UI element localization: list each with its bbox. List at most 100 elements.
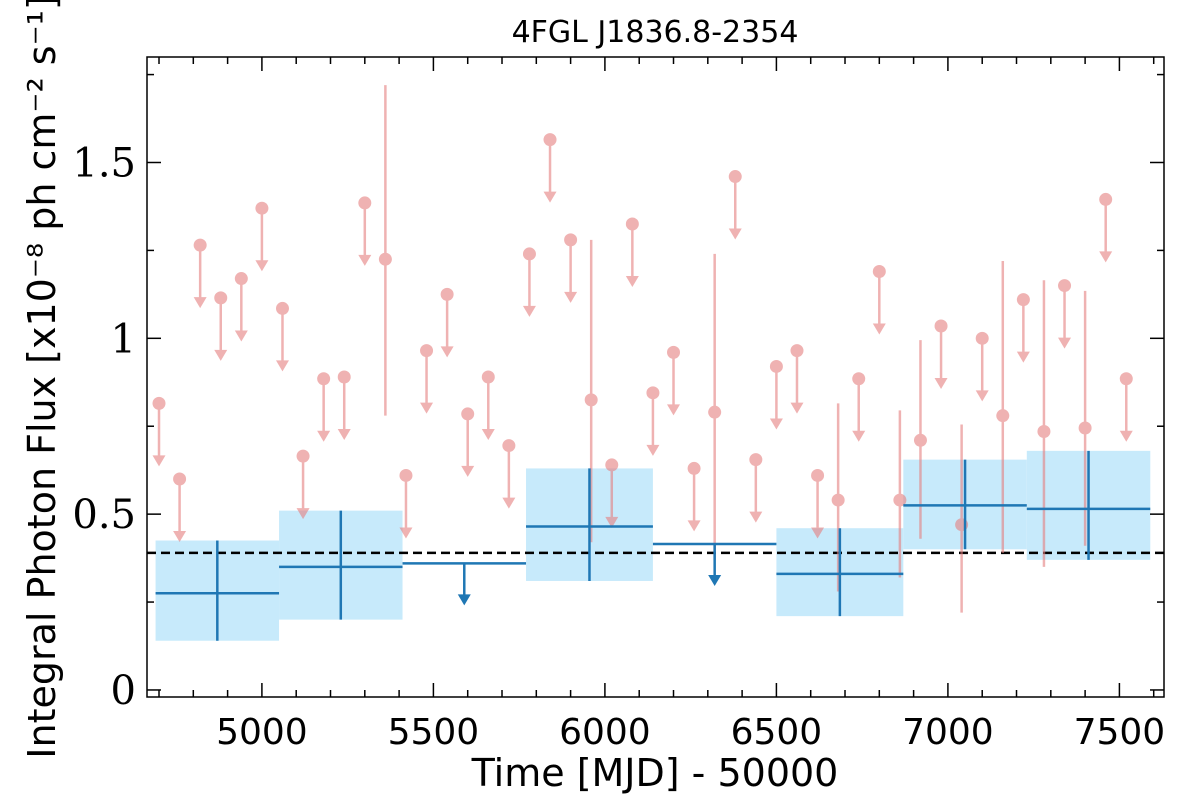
x-tick-label: 6500 [731, 712, 823, 753]
short-bin-arrow-head [481, 429, 495, 440]
x-tick-label: 5000 [216, 712, 308, 753]
short-bin-upper-limit-point [769, 359, 783, 373]
short-bin-upper-limit-point [234, 272, 248, 286]
short-bin-upper-limit-point [811, 468, 825, 482]
short-bin-upper-limit-point [173, 472, 187, 486]
short-bin-arrow-head [522, 305, 536, 317]
short-bin-arrow-head [811, 527, 825, 539]
short-bin-arrow-head [852, 430, 866, 442]
short-bin-arrow-head [975, 390, 989, 402]
short-bin-upper-limit-point [152, 396, 166, 410]
chart-title: 4FGL J1836.8-2354 [512, 15, 799, 50]
short-bin-arrow-head [214, 349, 228, 361]
short-bin-upper-limit-point [667, 345, 681, 359]
short-bin-upper-limit-point [502, 439, 516, 453]
short-bin-arrow-head [1099, 251, 1113, 263]
short-bin-arrow-head [1119, 430, 1133, 442]
short-bin-point [378, 252, 392, 266]
short-bin-upper-limit-point [358, 196, 372, 210]
y-tick-label: 1.5 [72, 140, 136, 186]
x-tick-label: 7000 [902, 712, 994, 753]
short-bin-upper-limit-point [255, 201, 269, 215]
short-bin-upper-limit-point [193, 238, 207, 252]
short-bin-point [831, 493, 845, 507]
short-bin-upper-limit-point [440, 287, 454, 301]
short-bin-arrow-head [296, 508, 310, 520]
short-bin-upper-limit-point [728, 170, 742, 184]
x-axis-label: Time [MJD] - 50000 [471, 751, 839, 795]
short-bin-arrow-head [502, 497, 516, 509]
short-bin-arrow-head [749, 511, 763, 523]
short-bin-point [1078, 421, 1092, 435]
y-tick-label: 0.5 [72, 492, 136, 538]
short-bin-upper-limit-point [1119, 372, 1133, 386]
long-bin-arrow-head [708, 575, 722, 587]
axis-ticks: 5000 5500 6000 6500 7000 7500 0 0.5 1 1.5 [72, 57, 1165, 753]
short-bin-arrow-head [461, 465, 475, 477]
short-bin-arrow-head [337, 429, 351, 440]
short-bin-upper-limit-point [934, 319, 948, 333]
short-bin-arrow-head [646, 444, 660, 456]
short-bin-point [913, 433, 927, 447]
short-bin-arrow-head [769, 418, 783, 430]
short-bin-upper-limit-point [522, 247, 536, 261]
y-tick-label: 1 [111, 316, 136, 362]
short-bin-point [708, 405, 722, 419]
x-tick-label: 6000 [559, 712, 651, 753]
short-bin-arrow-head [1058, 337, 1072, 349]
short-bin-arrow-head [790, 402, 804, 414]
short-bin-point [893, 493, 907, 507]
short-bin-upper-limit-point [461, 407, 475, 421]
short-bin-arrow-head [234, 330, 248, 342]
short-bin-arrow-head [193, 297, 207, 309]
short-bin-arrow-head [934, 378, 948, 390]
short-bin-upper-limit-point [605, 458, 619, 472]
short-bin-arrow-head [317, 430, 331, 442]
short-bin-upper-limit-point [481, 370, 495, 384]
short-bin-arrow-head [152, 455, 166, 467]
x-tick-label: 5500 [388, 712, 480, 753]
short-bin-upper-limit-point [975, 331, 989, 345]
short-bin-point [996, 409, 1010, 423]
short-bin-upper-limit-point [1058, 279, 1072, 293]
short-bin-upper-limit-point [317, 372, 331, 386]
short-bin-arrow-head [625, 276, 639, 288]
short-bin-upper-limit-point [852, 372, 866, 386]
short-bin-upper-limit-point [687, 461, 701, 475]
short-bin-arrow-head [440, 346, 454, 358]
short-bin-arrow-head [275, 360, 289, 372]
short-bin-upper-limit-point [625, 217, 639, 231]
short-bin-arrow-head [543, 191, 557, 203]
short-bin-upper-limit-point [1099, 192, 1113, 206]
short-bin-upper-limit-point [646, 386, 660, 400]
y-axis-label: Integral Photon Flux [x10⁻⁸ ph cm⁻² s⁻¹] [20, 0, 64, 759]
short-bin-upper-limit-point [399, 468, 413, 482]
short-bin-upper-limit-point [749, 453, 763, 467]
short-bin-arrow-head [255, 260, 269, 272]
short-bin-upper-limit-point [564, 233, 578, 247]
short-bin-arrow-head [1016, 351, 1030, 363]
x-tick-label: 7500 [1074, 712, 1166, 753]
short-bin-arrow-head [564, 291, 578, 303]
short-bin-arrow-head [728, 228, 742, 240]
short-bin-arrow-head [358, 254, 372, 266]
short-bin-upper-limit-point [790, 344, 804, 358]
short-bin-arrow-head [605, 516, 619, 528]
y-tick-label: 0 [111, 668, 136, 714]
short-bin-point [584, 393, 598, 407]
short-bin-upper-limit-point [1016, 293, 1030, 307]
short-bin-upper-limit-point [872, 265, 886, 279]
plot-area [147, 85, 1164, 641]
short-bin-upper-limit-point [543, 133, 557, 147]
short-bin-point [1037, 425, 1051, 439]
plot-frame [146, 56, 1165, 698]
short-bin-upper-limit-point [337, 370, 351, 384]
short-bin-upper-limit-point [214, 291, 228, 305]
short-bin-arrow-head [687, 520, 701, 532]
short-bin-arrow-head [667, 404, 681, 416]
long-bin-arrow-head [457, 594, 471, 606]
short-bin-arrow-head [399, 527, 413, 539]
short-bin-arrow-head [872, 323, 886, 335]
short-bin-upper-limit-point [296, 449, 310, 463]
